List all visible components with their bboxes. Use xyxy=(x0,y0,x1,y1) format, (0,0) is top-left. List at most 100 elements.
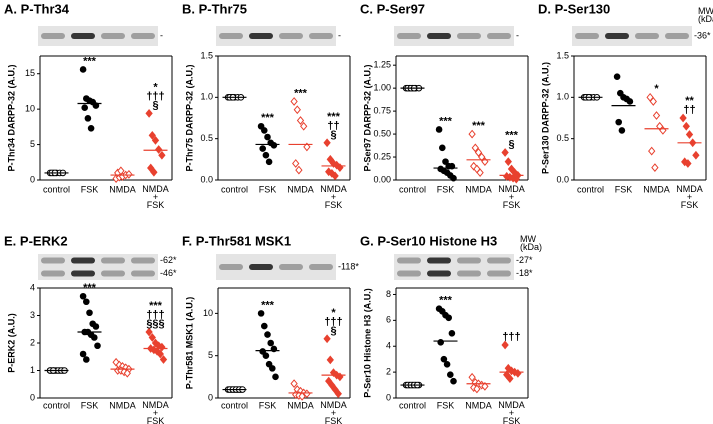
data-point xyxy=(92,323,100,330)
x-tick-label: FSK xyxy=(81,400,99,410)
data-point xyxy=(303,142,311,152)
panel-title: C. P-Ser97 xyxy=(360,1,425,16)
significance-label: *** xyxy=(261,299,275,311)
significance-label: *** xyxy=(83,55,97,67)
data-point xyxy=(506,374,514,383)
y-tick-label: 6 xyxy=(386,315,391,325)
blot-band xyxy=(249,33,273,39)
x-tick-label: control xyxy=(577,184,604,194)
mw-label: -36* xyxy=(694,30,711,40)
significance-label: *** xyxy=(439,115,453,127)
blot-band xyxy=(635,33,659,39)
blot-band xyxy=(487,33,511,39)
data-point xyxy=(331,385,339,394)
blot-band xyxy=(219,33,243,39)
data-point xyxy=(682,121,690,131)
blot-band xyxy=(427,257,451,264)
y-tick-label: 4 xyxy=(386,341,391,351)
panel-title: A. P-Thr34 xyxy=(4,1,70,16)
y-tick-label: 1.0 xyxy=(200,92,213,102)
x-tick-label: control xyxy=(221,400,248,410)
y-tick-label: 0.0 xyxy=(200,174,213,184)
y-tick-label: 10 xyxy=(25,104,35,114)
x-tick-label: NMDA xyxy=(287,184,314,194)
data-point xyxy=(145,327,153,337)
data-point xyxy=(648,146,656,156)
y-tick-label: 5 xyxy=(208,350,213,360)
data-point xyxy=(158,150,166,160)
x-tick-label: NMDA + FSK xyxy=(142,400,169,424)
data-point xyxy=(293,105,301,115)
blot xyxy=(394,26,514,46)
blot-band xyxy=(279,264,303,270)
data-point xyxy=(147,163,155,173)
y-tick-label: 8 xyxy=(386,289,391,299)
data-point xyxy=(443,361,451,368)
y-tick-label: 1.5 xyxy=(556,50,569,60)
data-point xyxy=(501,148,509,157)
blot-band xyxy=(41,33,65,39)
data-point xyxy=(651,163,659,172)
blot-band xyxy=(309,264,333,270)
x-tick-label: control xyxy=(399,184,426,194)
y-tick-label: 0.5 xyxy=(200,133,213,143)
data-point xyxy=(478,152,486,162)
blot-band xyxy=(219,264,243,270)
data-point xyxy=(155,145,163,154)
y-tick-label: 0 xyxy=(30,174,35,184)
x-tick-label: control xyxy=(399,400,426,410)
data-point xyxy=(481,381,489,391)
mw-label: - xyxy=(160,30,163,40)
y-axis-label: P-Thr75 DARPP-32 (A.U.) xyxy=(184,64,194,171)
data-point xyxy=(259,145,267,152)
y-tick-label: 0.25 xyxy=(373,151,391,161)
data-point xyxy=(156,349,164,359)
significance-label: *** †† § xyxy=(327,111,341,141)
blot-band xyxy=(41,257,65,264)
mw-label: - xyxy=(516,30,519,40)
data-point xyxy=(257,310,265,317)
data-point xyxy=(685,130,694,139)
mw-label: - xyxy=(338,30,341,40)
data-point xyxy=(328,380,336,390)
data-point xyxy=(471,143,479,153)
x-tick-label: NMDA xyxy=(465,184,492,194)
blot-band xyxy=(397,270,421,277)
y-tick-label: 0.50 xyxy=(373,128,391,138)
data-point xyxy=(79,66,87,73)
data-point xyxy=(269,365,276,372)
y-axis-label: P-Ser10 Histone H3 (A.U.) xyxy=(362,288,372,398)
x-tick-label: NMDA + FSK xyxy=(498,184,525,210)
data-point xyxy=(117,166,125,176)
data-point xyxy=(679,113,687,123)
data-point xyxy=(325,376,333,386)
data-point xyxy=(474,148,483,157)
y-tick-label: 0.00 xyxy=(373,174,391,184)
data-point xyxy=(262,352,270,359)
y-tick-label: 1.25 xyxy=(373,60,391,70)
data-point xyxy=(148,130,156,140)
y-tick-label: 10 xyxy=(203,308,213,318)
data-point xyxy=(468,372,476,382)
significance-label: ** †† xyxy=(683,95,695,116)
blot-band xyxy=(487,257,511,264)
y-axis-label: P-Thr34 DARPP-32 (A.U.) xyxy=(6,64,16,171)
blot-band xyxy=(41,270,65,277)
data-point xyxy=(450,174,457,182)
y-tick-label: 3 xyxy=(30,310,35,320)
y-tick-label: 0.0 xyxy=(556,174,569,184)
data-point xyxy=(501,340,509,350)
data-point xyxy=(440,355,448,363)
data-point xyxy=(618,127,626,134)
y-tick-label: 0 xyxy=(386,392,391,402)
blot-band xyxy=(575,33,599,39)
data-point xyxy=(84,115,92,122)
x-tick-label: control xyxy=(43,184,70,194)
significance-label: ††† xyxy=(502,331,520,343)
data-point xyxy=(435,126,443,133)
data-point xyxy=(298,391,306,401)
x-tick-label: FSK xyxy=(437,184,455,194)
blot-band xyxy=(131,257,155,264)
y-tick-label: 1.00 xyxy=(373,83,391,93)
